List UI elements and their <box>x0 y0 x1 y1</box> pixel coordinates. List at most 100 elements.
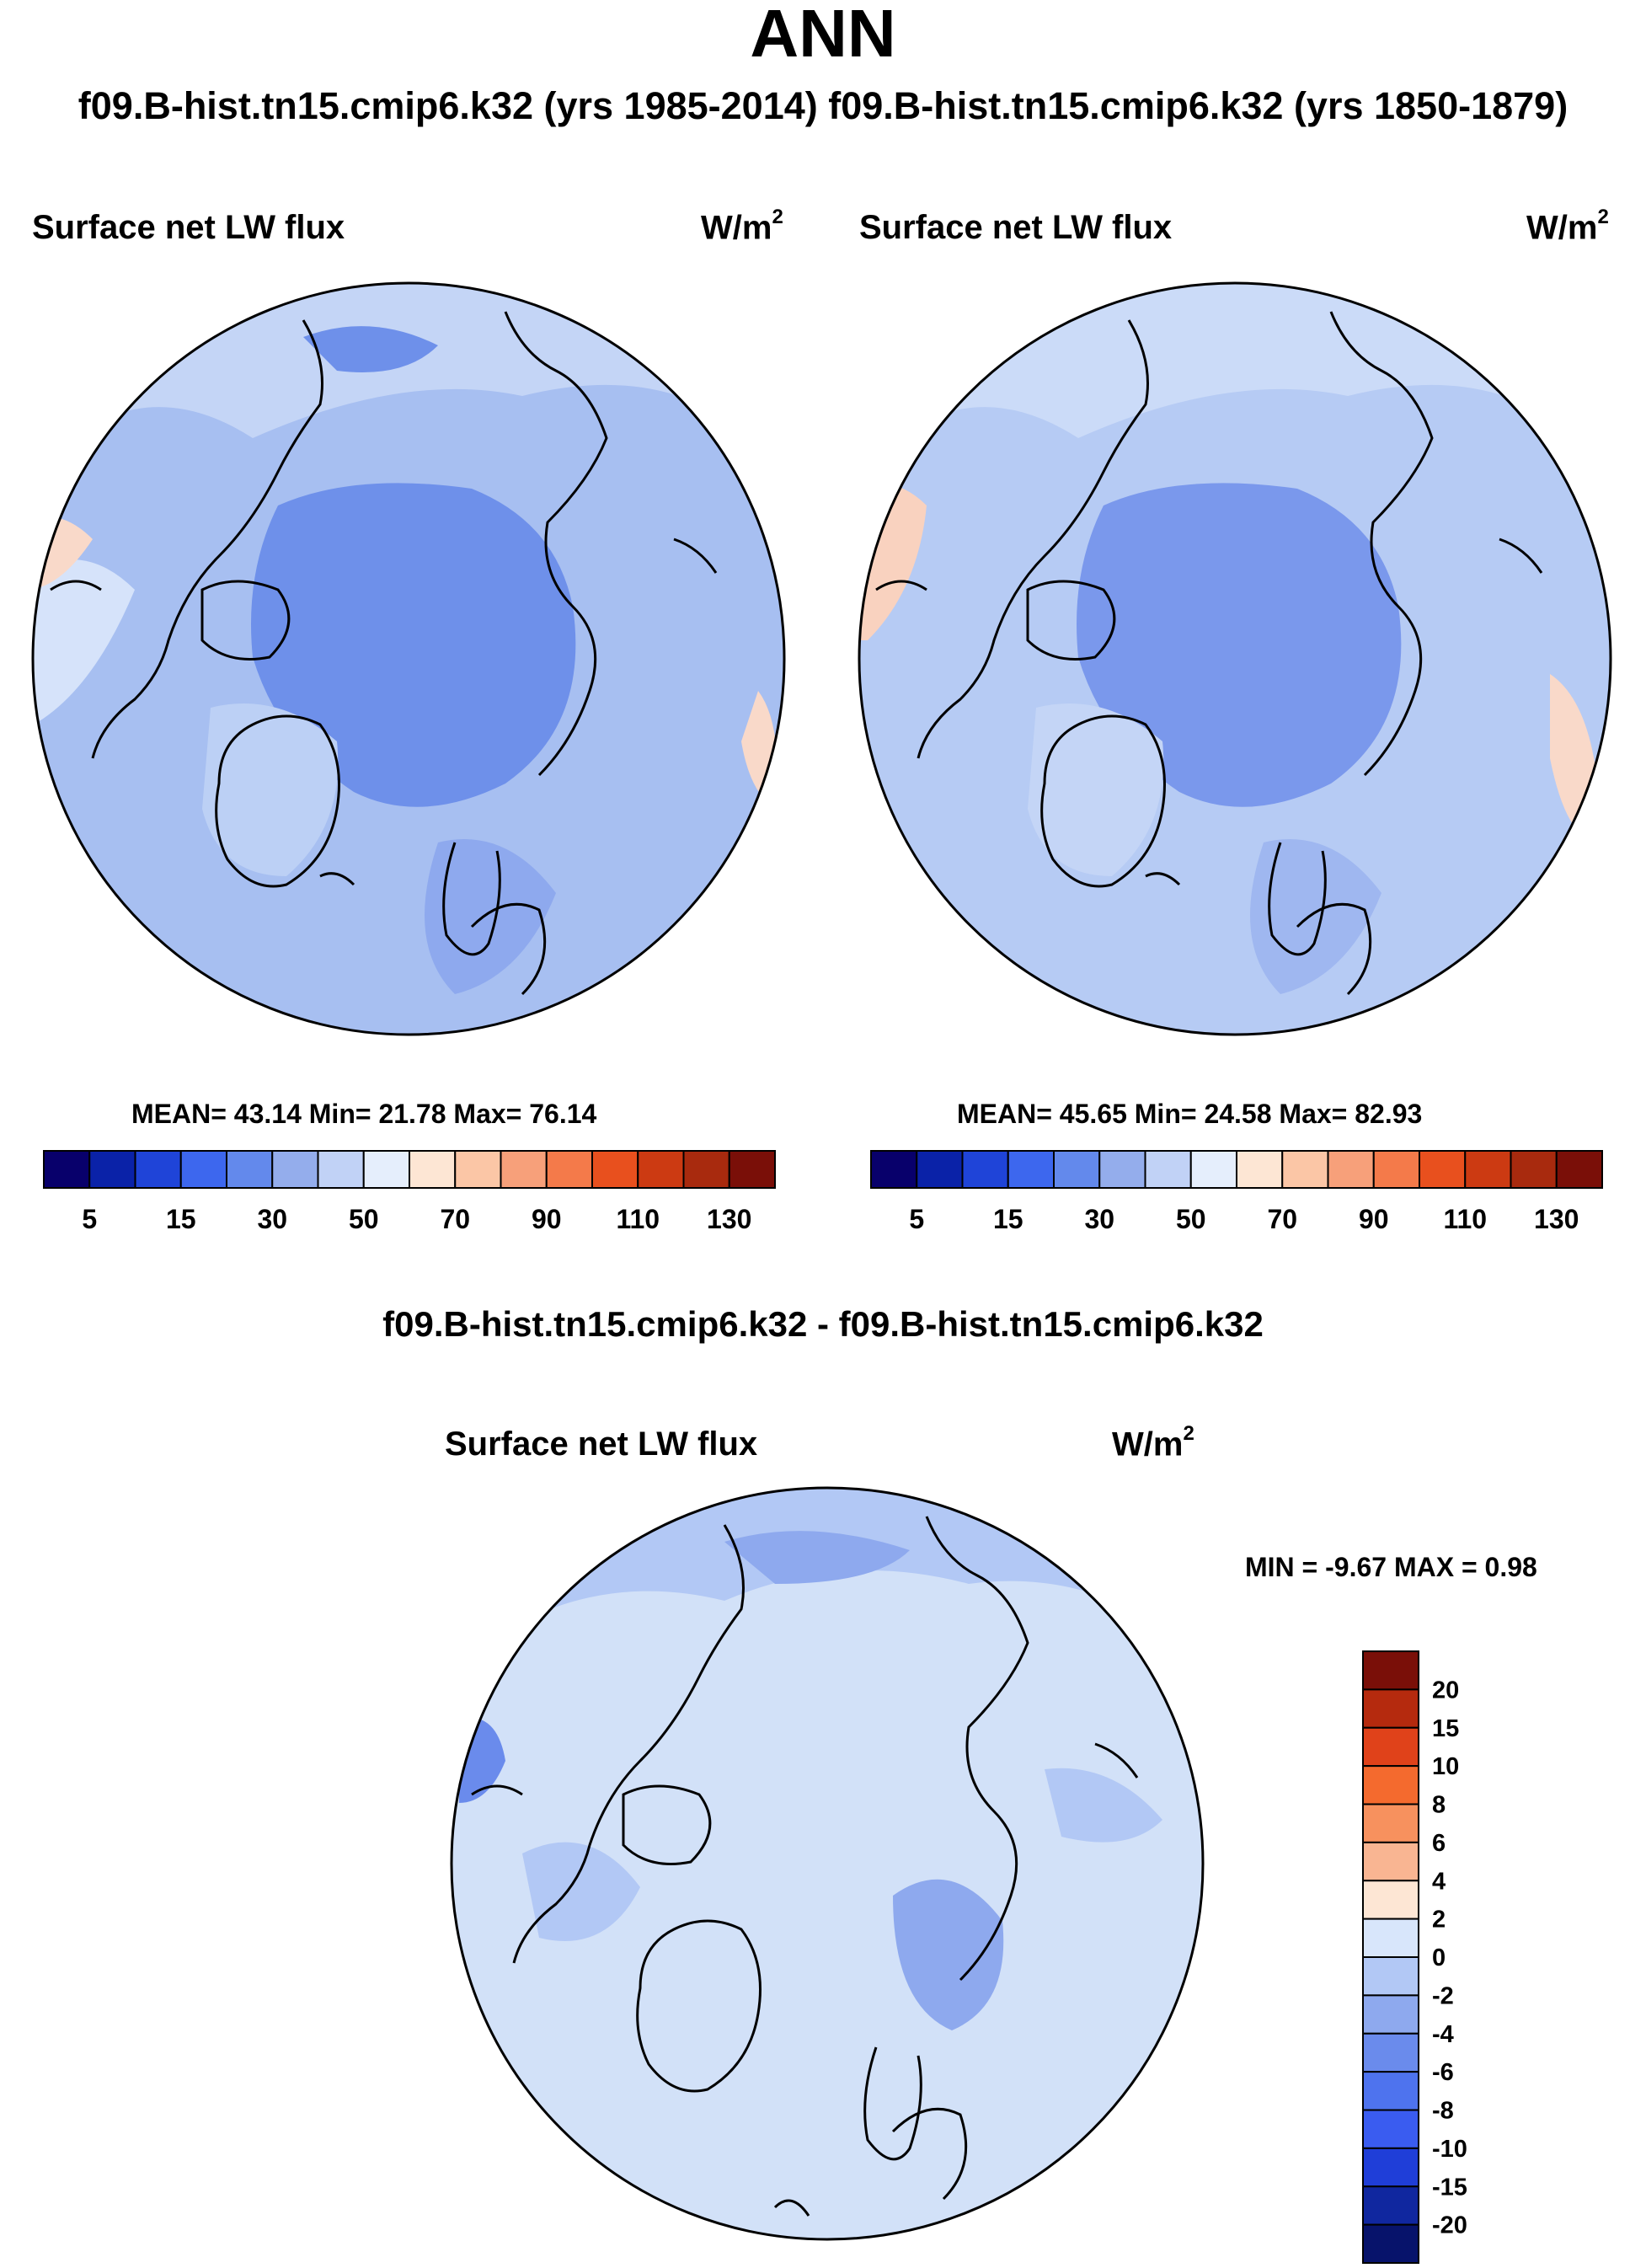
colorbar-diff-tick-label: 15 <box>1432 1715 1459 1742</box>
colorbar2-swatch <box>1098 1150 1146 1189</box>
colorbar-diff-tick-label: 2 <box>1432 1907 1446 1934</box>
diff-canada-region <box>522 1842 640 1941</box>
colorbar2-swatch <box>1053 1150 1101 1189</box>
map1-scandinavia-region <box>425 839 556 994</box>
colorbar1-swatch <box>409 1150 457 1189</box>
colorbar2-swatch <box>1555 1150 1603 1189</box>
colorbar1-swatch <box>88 1150 136 1189</box>
colorbar-diff-tick-label: 4 <box>1432 1868 1446 1895</box>
figure-subtitle: f09.B-hist.tn15.cmip6.k32 (yrs 1985-2014… <box>77 84 1569 127</box>
colorbar1-tick-label: 90 <box>532 1204 562 1234</box>
colorbar1-swatch <box>500 1150 548 1189</box>
map1-light-region <box>33 559 135 725</box>
colorbar2-swatch <box>1327 1150 1375 1189</box>
colorbar1-tick-label: 110 <box>616 1204 660 1234</box>
colorbar-diff-swatch <box>1362 1994 1419 2035</box>
colorbar2-tick-label: 50 <box>1176 1204 1206 1234</box>
colorbar-diff-swatch <box>1362 2223 1419 2264</box>
colorbar1-swatch <box>271 1150 319 1189</box>
panel2-units-base: W/m <box>1526 209 1598 247</box>
colorbar1-tick-label: 130 <box>707 1204 751 1234</box>
panel1-units-base: W/m <box>701 209 772 247</box>
colorbar2-tick-label: 70 <box>1267 1204 1297 1234</box>
map1-bering-region <box>303 326 438 372</box>
map1-coastlines <box>50 311 718 1035</box>
colorbar-diff-tick-label: 0 <box>1432 1944 1446 1971</box>
diff-barents-region <box>893 1879 1004 2030</box>
colorbar1-tick-label: 5 <box>82 1204 97 1234</box>
polar-map-1 <box>33 283 784 1035</box>
colorbar-diff-swatch <box>1362 2185 1419 2226</box>
colorbar1-swatch <box>179 1150 227 1189</box>
colorbar2-swatch <box>870 1150 918 1189</box>
colorbar-diff-swatch <box>1362 2109 1419 2149</box>
colorbar-diff-swatch <box>1362 1956 1419 1997</box>
diff-siberia-region <box>1045 1768 1162 1843</box>
colorbar1-swatch <box>545 1150 593 1189</box>
colorbar2-tick-label: 30 <box>1084 1204 1114 1234</box>
colorbar2-swatch <box>1281 1150 1329 1189</box>
colorbar-diff-swatch <box>1362 1765 1419 1805</box>
colorbar2-swatch <box>1419 1150 1467 1189</box>
colorbar2-tick-label: 5 <box>909 1204 924 1234</box>
diff-bering-region <box>724 1531 910 1584</box>
diff-coastlines <box>471 1516 1139 2217</box>
figure-title: ANN <box>750 0 896 71</box>
colorbar1-swatch <box>317 1150 365 1189</box>
colorbar-diff-tick-label: -6 <box>1432 2059 1454 2086</box>
colorbar1-tick-label: 70 <box>440 1204 470 1234</box>
colorbar2-swatch <box>1464 1150 1512 1189</box>
colorbar-diff-swatch <box>1362 1918 1419 1958</box>
colorbar2-tick-label: 15 <box>993 1204 1023 1234</box>
panel2-units: W/m2 <box>1526 206 1609 247</box>
colorbar-diff-tick-label: -4 <box>1432 2021 1454 2048</box>
colorbar-diff-tick-label: 6 <box>1432 1830 1446 1857</box>
colorbar1-swatch <box>637 1150 685 1189</box>
colorbar2-swatch <box>1510 1150 1558 1189</box>
colorbar-diff-swatch <box>1362 1880 1419 1920</box>
colorbar2-tick-label: 90 <box>1359 1204 1389 1234</box>
map1-greenland-shade <box>202 703 339 876</box>
colorbar-diff-swatch <box>1362 2147 1419 2188</box>
colorbar-diff-swatch <box>1362 1650 1419 1691</box>
colorbar1-swatch <box>134 1150 182 1189</box>
colorbar2-swatch <box>1236 1150 1284 1189</box>
colorbar-diff-swatch <box>1362 1803 1419 1843</box>
colorbar2-swatch <box>1372 1150 1420 1189</box>
colorbar-diff-tick-label: -8 <box>1432 2098 1454 2125</box>
colorbar2-swatch <box>1144 1150 1192 1189</box>
colorbar2-tick-label: 130 <box>1534 1204 1579 1234</box>
colorbar1-swatch <box>43 1150 91 1189</box>
map2-warm-patch-ne <box>1579 421 1611 505</box>
colorbar2-swatch <box>1189 1150 1237 1189</box>
map2-scandinavia-region <box>1250 839 1381 994</box>
colorbar-diff-tick-label: 10 <box>1432 1753 1459 1780</box>
diff-units-base: W/m <box>1112 1426 1184 1463</box>
colorbar-diff-swatch <box>1362 2071 1419 2111</box>
panel1-units-exp: 2 <box>772 206 783 228</box>
map1-boundary <box>31 281 786 1036</box>
colorbar-panel1: 5 15 30 50 70 90 110 130 <box>43 1150 776 1234</box>
diff-stats: MIN = -9.67 MAX = 0.98 <box>1245 1552 1537 1582</box>
panel2-stats: MEAN= 45.65 Min= 24.58 Max= 82.93 <box>957 1099 1423 1129</box>
colorbar2-swatch <box>1007 1150 1055 1189</box>
panel2-units-exp: 2 <box>1597 206 1609 228</box>
colorbar-diff-tick-label: -20 <box>1432 2212 1467 2239</box>
colorbar-diff-tick-label: -10 <box>1432 2136 1467 2163</box>
panel1-stats: MEAN= 43.14 Min= 21.78 Max= 76.14 <box>131 1099 597 1129</box>
polar-map-2 <box>859 283 1611 1035</box>
colorbar-diff-swatch <box>1362 1688 1419 1729</box>
colorbar1-swatch <box>362 1150 410 1189</box>
colorbar-diff-swatch <box>1362 2032 1419 2073</box>
colorbar-panel2: 5 15 30 50 70 90 110 130 <box>870 1150 1603 1234</box>
colorbar1-tick-label: 50 <box>349 1204 379 1234</box>
colorbar-diff-tick-label: -2 <box>1432 1982 1454 2009</box>
diff-title: f09.B-hist.tn15.cmip6.k32 - f09.B-hist.t… <box>382 1304 1264 1344</box>
colorbar1-swatch <box>682 1150 730 1189</box>
colorbar1-swatch <box>454 1150 502 1189</box>
map1-arctic-ocean <box>251 483 576 807</box>
colorbar1-swatch <box>226 1150 274 1189</box>
colorbar2-swatch <box>961 1150 1009 1189</box>
